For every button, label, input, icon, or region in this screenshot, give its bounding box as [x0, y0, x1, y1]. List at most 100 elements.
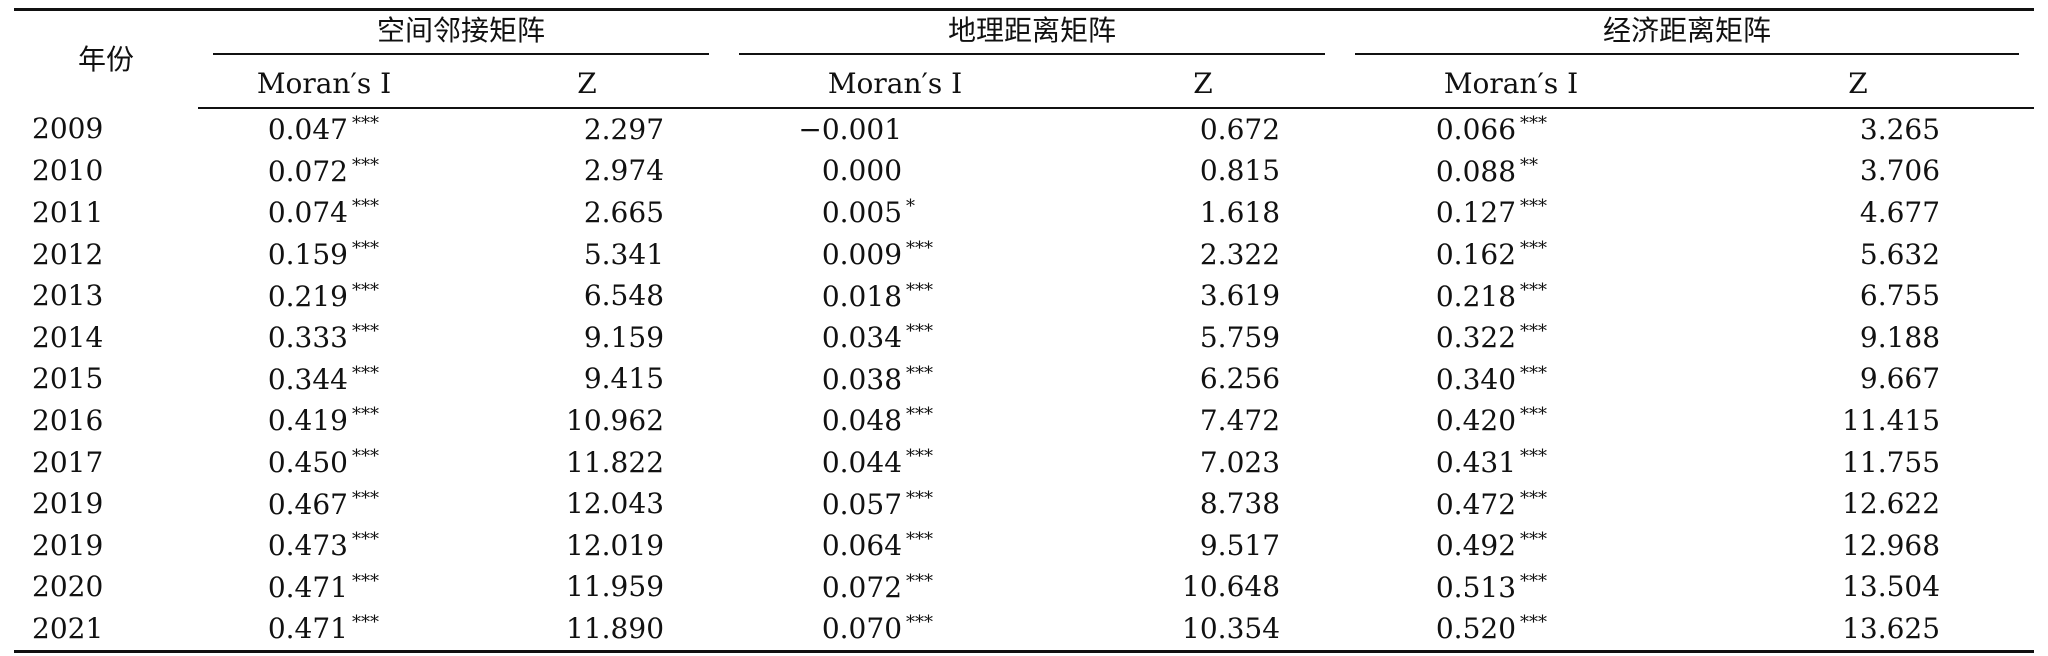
- moran-i-value: 0.472: [1435, 487, 1517, 521]
- significance-stars: ***: [906, 570, 934, 592]
- moran-i-value: 0.159: [267, 238, 348, 272]
- year-cell: 2015: [32, 362, 104, 396]
- moran-i-value: 0.127: [1435, 196, 1517, 230]
- z-value-cell: 9.188: [1859, 320, 1941, 354]
- moran-i-value: 0.057: [821, 487, 903, 521]
- z-value-cell: 9.415: [583, 362, 665, 396]
- moran-i-cell: 0.219 ***: [198, 275, 450, 317]
- moran-i-value: 0.048: [821, 404, 903, 438]
- year-cell: 2010: [32, 154, 104, 188]
- significance-stars: ***: [352, 154, 379, 176]
- year-cell: 2013: [32, 279, 104, 313]
- table-row: 2020 0.471 *** 11.959 0.072 *** 10.648 0.513 ***…: [14, 567, 2034, 609]
- table-row: 2017 0.450 *** 11.822 0.044 *** 7.023 0.431 *** 1…: [14, 442, 2034, 484]
- z-value-cell: 4.677: [1859, 195, 1941, 229]
- significance-stars: ***: [1520, 612, 1548, 634]
- z-value-cell: 2.665: [583, 195, 665, 229]
- z-value-cell: 5.341: [583, 237, 665, 271]
- z-value-cell: 12.622: [1842, 487, 1941, 521]
- year-cell: 2012: [32, 237, 104, 271]
- significance-stars: ***: [906, 404, 934, 426]
- z-value-cell: 11.959: [566, 570, 665, 604]
- moran-i-cell: 0.074 ***: [198, 192, 450, 234]
- z-value-cell: 12.968: [1842, 528, 1941, 562]
- significance-stars: ***: [1520, 529, 1548, 551]
- z-value-cell: 9.667: [1859, 362, 1941, 396]
- moran-i-cell: 0.048 ***: [724, 400, 1066, 442]
- significance-stars: ***: [352, 321, 379, 343]
- table-row: 2011 0.074 *** 2.665 0.005 * 1.618 0.127 *** 4.67…: [14, 192, 2034, 234]
- moran-i-value: 0.450: [267, 446, 348, 480]
- z-value-cell: 6.548: [583, 279, 665, 313]
- significance-stars: ***: [1520, 487, 1548, 509]
- moran-i-cell: 0.344 ***: [198, 359, 450, 401]
- z-value-cell: 9.159: [583, 320, 665, 354]
- z-value-cell: 9.517: [1199, 528, 1281, 562]
- moran-i-cell: 0.472 ***: [1340, 483, 1682, 525]
- year-cell: 2019: [32, 487, 104, 521]
- moran-i-cell: 0.471 ***: [198, 567, 450, 609]
- moran-i-cell: 0.066 ***: [1340, 108, 1682, 151]
- z-value-cell: 13.625: [1842, 611, 1941, 645]
- col-header-moran: Moran′s I: [198, 61, 450, 109]
- table-header: 年份 空间邻接矩阵 地理距离矩阵 经济距离矩阵 Moran′s I Z Mora…: [14, 9, 2035, 109]
- moran-i-cell: 0.018 ***: [724, 275, 1066, 317]
- col-header-z: Z: [1066, 61, 1341, 109]
- moran-i-value: 0.064: [821, 529, 903, 563]
- moran-i-cell: 0.431 ***: [1340, 442, 1682, 484]
- group-header-economic-distance: 经济距离矩阵: [1340, 10, 2034, 62]
- significance-stars: ***: [906, 238, 934, 260]
- moran-i-value: 0.492: [1435, 529, 1517, 563]
- significance-stars: ***: [1520, 446, 1548, 468]
- z-value-cell: 11.822: [566, 445, 665, 479]
- moran-i-value: 0.471: [267, 612, 348, 646]
- z-value-cell: 11.890: [566, 611, 665, 645]
- z-value-cell: 7.472: [1199, 403, 1281, 437]
- significance-stars: ***: [1520, 238, 1548, 260]
- moran-i-cell: 0.064 ***: [724, 525, 1066, 567]
- moran-i-cell: 0.127 ***: [1340, 192, 1682, 234]
- moran-i-cell: 0.047 ***: [198, 108, 450, 151]
- moran-i-value: 0.072: [267, 154, 348, 188]
- year-column-header: 年份: [77, 42, 134, 76]
- table-row: 2010 0.072 *** 2.974 0.000 0.815 0.088 ** 3.706: [14, 151, 2034, 193]
- significance-stars: ***: [352, 362, 379, 384]
- significance-stars: ***: [906, 362, 934, 384]
- table-body: 2009 0.047 *** 2.297 −0.001 0.672 0.066 *** 3.26…: [14, 108, 2035, 652]
- moran-i-cell: 0.038 ***: [724, 359, 1066, 401]
- moran-i-cell: 0.044 ***: [724, 442, 1066, 484]
- significance-stars: ***: [352, 238, 379, 260]
- z-value-cell: 0.815: [1199, 154, 1281, 188]
- z-value-cell: 5.632: [1859, 237, 1941, 271]
- significance-stars: **: [1520, 154, 1539, 176]
- moran-i-cell: −0.001: [724, 108, 1066, 151]
- col-header-z: Z: [1682, 61, 2035, 109]
- z-value-cell: 13.504: [1842, 570, 1941, 604]
- table-row: 2014 0.333 *** 9.159 0.034 *** 5.759 0.322 *** 9.…: [14, 317, 2034, 359]
- moran-i-value: 0.340: [1435, 362, 1517, 396]
- moran-i-cell: 0.005 *: [724, 192, 1066, 234]
- moran-i-value: 0.218: [1435, 279, 1517, 313]
- moran-i-value: −0.001: [798, 112, 903, 146]
- moran-i-value: 0.066: [1435, 113, 1517, 147]
- moran-i-value: 0.072: [821, 570, 903, 604]
- significance-stars: ***: [352, 404, 379, 426]
- moran-table: 年份 空间邻接矩阵 地理距离矩阵 经济距离矩阵 Moran′s I Z Mora…: [14, 8, 2035, 653]
- moran-i-value: 0.088: [1435, 154, 1517, 188]
- z-value-cell: 7.023: [1199, 445, 1281, 479]
- moran-i-cell: 0.072 ***: [724, 567, 1066, 609]
- z-value-cell: 2.974: [583, 154, 665, 188]
- z-value-cell: 12.043: [566, 487, 665, 521]
- table-row: 2019 0.467 *** 12.043 0.057 *** 8.738 0.472 *** 1…: [14, 483, 2034, 525]
- table-row: 2016 0.419 *** 10.962 0.048 *** 7.472 0.420 *** 1…: [14, 400, 2034, 442]
- moran-i-cell: 0.322 ***: [1340, 317, 1682, 359]
- table-row: 2013 0.219 *** 6.548 0.018 *** 3.619 0.218 *** 6.…: [14, 275, 2034, 317]
- significance-stars: ***: [906, 446, 934, 468]
- significance-stars: ***: [352, 446, 379, 468]
- col-header-moran: Moran′s I: [724, 61, 1067, 109]
- table-row: 2019 0.473 *** 12.019 0.064 *** 9.517 0.492 *** 1…: [14, 525, 2034, 567]
- z-value-cell: 3.706: [1859, 154, 1941, 188]
- moran-i-value: 0.070: [821, 612, 903, 646]
- moran-i-value: 0.018: [821, 279, 903, 313]
- z-value-cell: 3.619: [1199, 279, 1281, 313]
